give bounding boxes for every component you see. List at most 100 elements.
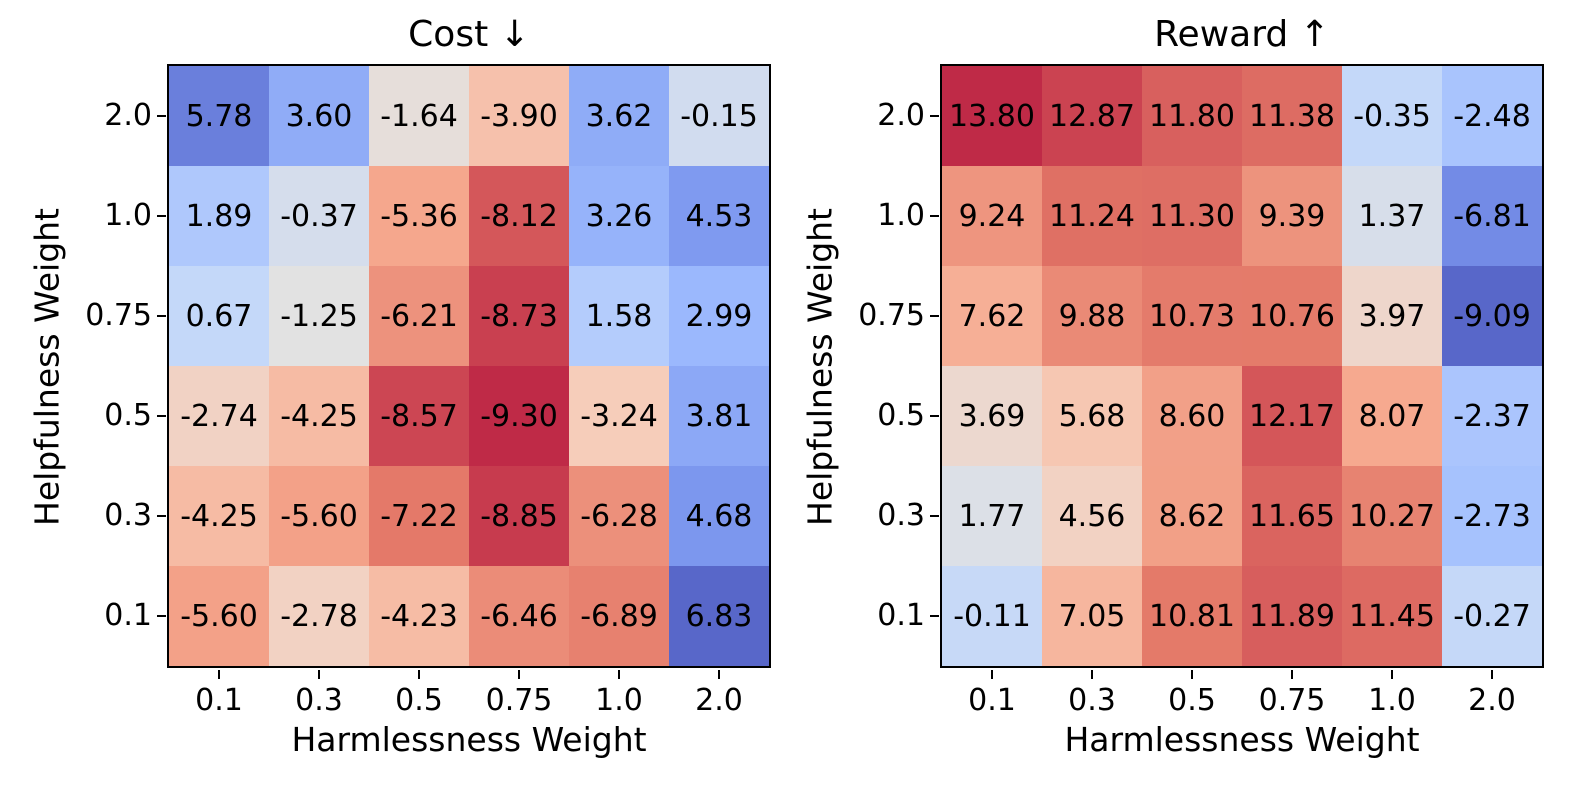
y-tick-mark (157, 215, 166, 217)
heatmap-cell: 8.62 (1142, 466, 1242, 566)
heatmap-cell: -8.85 (469, 466, 569, 566)
heatmap-cell: 10.81 (1142, 566, 1242, 666)
heatmap-cell: -6.21 (369, 266, 469, 366)
x-tick-mark (618, 670, 620, 679)
y-tick-mark (930, 115, 939, 117)
heatmap-cell: -6.89 (569, 566, 669, 666)
chart-title: Cost ↓ (408, 14, 530, 55)
y-tick-mark (930, 315, 939, 317)
x-tick-label: 0.1 (195, 683, 243, 718)
heatmap-cell: 10.27 (1342, 466, 1442, 566)
heatmap-cell: 3.60 (269, 66, 369, 166)
y-axis-label: Helpfulness Weight (800, 208, 840, 526)
heatmap-cell: -8.12 (469, 166, 569, 266)
heatmap-cell: 4.68 (669, 466, 769, 566)
y-tick-mark (157, 515, 166, 517)
y-tick-label: 1.0 (104, 197, 152, 233)
x-tick-mark (1091, 670, 1093, 679)
y-tick-mark (157, 315, 166, 317)
y-tick-label: 0.1 (104, 597, 152, 633)
x-tick-label: 0.5 (1168, 683, 1216, 718)
y-tick-mark (157, 115, 166, 117)
x-tick-mark (418, 670, 420, 679)
heatmap-cell: -0.11 (942, 566, 1042, 666)
heatmap-cell: 11.45 (1342, 566, 1442, 666)
heatmap-cell: 10.73 (1142, 266, 1242, 366)
heatmap-cell: 11.30 (1142, 166, 1242, 266)
y-tick-label: 0.75 (858, 297, 925, 333)
y-tick-mark (930, 215, 939, 217)
heatmap-cell: -2.73 (1442, 466, 1542, 566)
x-tick-mark (518, 670, 520, 679)
heatmap-cell: 9.24 (942, 166, 1042, 266)
heatmap-cell: 4.56 (1042, 466, 1142, 566)
reward-heatmap-figure: Reward ↑ Helpfulness Weight 13.80 12.87 11… (773, 0, 1578, 789)
heatmap-cell: 3.62 (569, 66, 669, 166)
heatmap-cell: -8.57 (369, 366, 469, 466)
x-tick-mark (718, 670, 720, 679)
x-tick-label: 0.75 (1258, 683, 1326, 718)
heatmap-cell: 11.38 (1242, 66, 1342, 166)
x-tick-label: 0.5 (395, 683, 443, 718)
x-tick-mark (1391, 670, 1393, 679)
heatmap-cell: -9.30 (469, 366, 569, 466)
heatmap-cell: 1.58 (569, 266, 669, 366)
heatmap-cell: -2.78 (269, 566, 369, 666)
x-tick-mark (1191, 670, 1193, 679)
heatmap-cell: 11.24 (1042, 166, 1142, 266)
heatmap-cell: 1.77 (942, 466, 1042, 566)
y-tick-label: 2.0 (877, 97, 925, 133)
heatmap-cell: 5.78 (169, 66, 269, 166)
heatmap-cell: 11.80 (1142, 66, 1242, 166)
heatmap-cell: 8.60 (1142, 366, 1242, 466)
heatmap-cell: -4.25 (169, 466, 269, 566)
heatmap-cell: -6.81 (1442, 166, 1542, 266)
heatmap-cell: 9.88 (1042, 266, 1142, 366)
heatmap-cell: 6.83 (669, 566, 769, 666)
heatmap-cell: -5.36 (369, 166, 469, 266)
x-axis-label: Harmlessness Weight (1064, 720, 1420, 759)
heatmap-cell: -5.60 (269, 466, 369, 566)
y-tick-label: 0.5 (104, 397, 152, 433)
heatmap-cell: 3.26 (569, 166, 669, 266)
heatmap-cell: 12.87 (1042, 66, 1142, 166)
y-tick-label: 0.1 (877, 597, 925, 633)
heatmap-cell: 9.39 (1242, 166, 1342, 266)
heatmap-cell: 0.67 (169, 266, 269, 366)
heatmap-cell: -1.25 (269, 266, 369, 366)
heatmap-cell: 3.81 (669, 366, 769, 466)
heatmap-cell: -4.23 (369, 566, 469, 666)
heatmap-grid: 5.78 3.60 -1.64 -3.90 3.62 -0.15 1.89 -0.37 -5.3… (167, 64, 771, 668)
heatmap-grid: 13.80 12.87 11.80 11.38 -0.35 -2.48 9.24 11.24 1… (940, 64, 1544, 668)
heatmap-cell: 2.99 (669, 266, 769, 366)
x-tick-mark (318, 670, 320, 679)
x-axis-label: Harmlessness Weight (291, 720, 647, 759)
chart-title: Reward ↑ (1154, 14, 1330, 55)
x-tick-label: 0.3 (295, 683, 343, 718)
heatmap-cell: 7.62 (942, 266, 1042, 366)
heatmap-cell: -2.48 (1442, 66, 1542, 166)
cost-heatmap-figure: Cost ↓ Helpfulness Weight 5.78 3.60 -1.64-… (27, 14, 771, 759)
heatmap-cell: 1.89 (169, 166, 269, 266)
heatmap-cell: 5.68 (1042, 366, 1142, 466)
y-tick-label: 0.75 (85, 297, 152, 333)
x-tick-label: 0.1 (968, 683, 1016, 718)
heatmap-cell: -1.64 (369, 66, 469, 166)
y-tick-mark (930, 615, 939, 617)
heatmap-cell: 4.53 (669, 166, 769, 266)
heatmap-cell: -0.27 (1442, 566, 1542, 666)
heatmap-cell: 13.80 (942, 66, 1042, 166)
heatmap-cell: -0.15 (669, 66, 769, 166)
heatmap-cell: -3.24 (569, 366, 669, 466)
heatmap-cell: -0.37 (269, 166, 369, 266)
heatmap-cell: -5.60 (169, 566, 269, 666)
heatmap-cell: 11.89 (1242, 566, 1342, 666)
heatmap-cell: 1.37 (1342, 166, 1442, 266)
heatmap-cell: 7.05 (1042, 566, 1142, 666)
y-tick-mark (930, 415, 939, 417)
y-axis-label: Helpfulness Weight (27, 208, 67, 526)
heatmap-cell: 3.97 (1342, 266, 1442, 366)
x-tick-label: 2.0 (1468, 683, 1516, 718)
x-tick-label: 0.75 (485, 683, 553, 718)
heatmap-cell: -2.74 (169, 366, 269, 466)
